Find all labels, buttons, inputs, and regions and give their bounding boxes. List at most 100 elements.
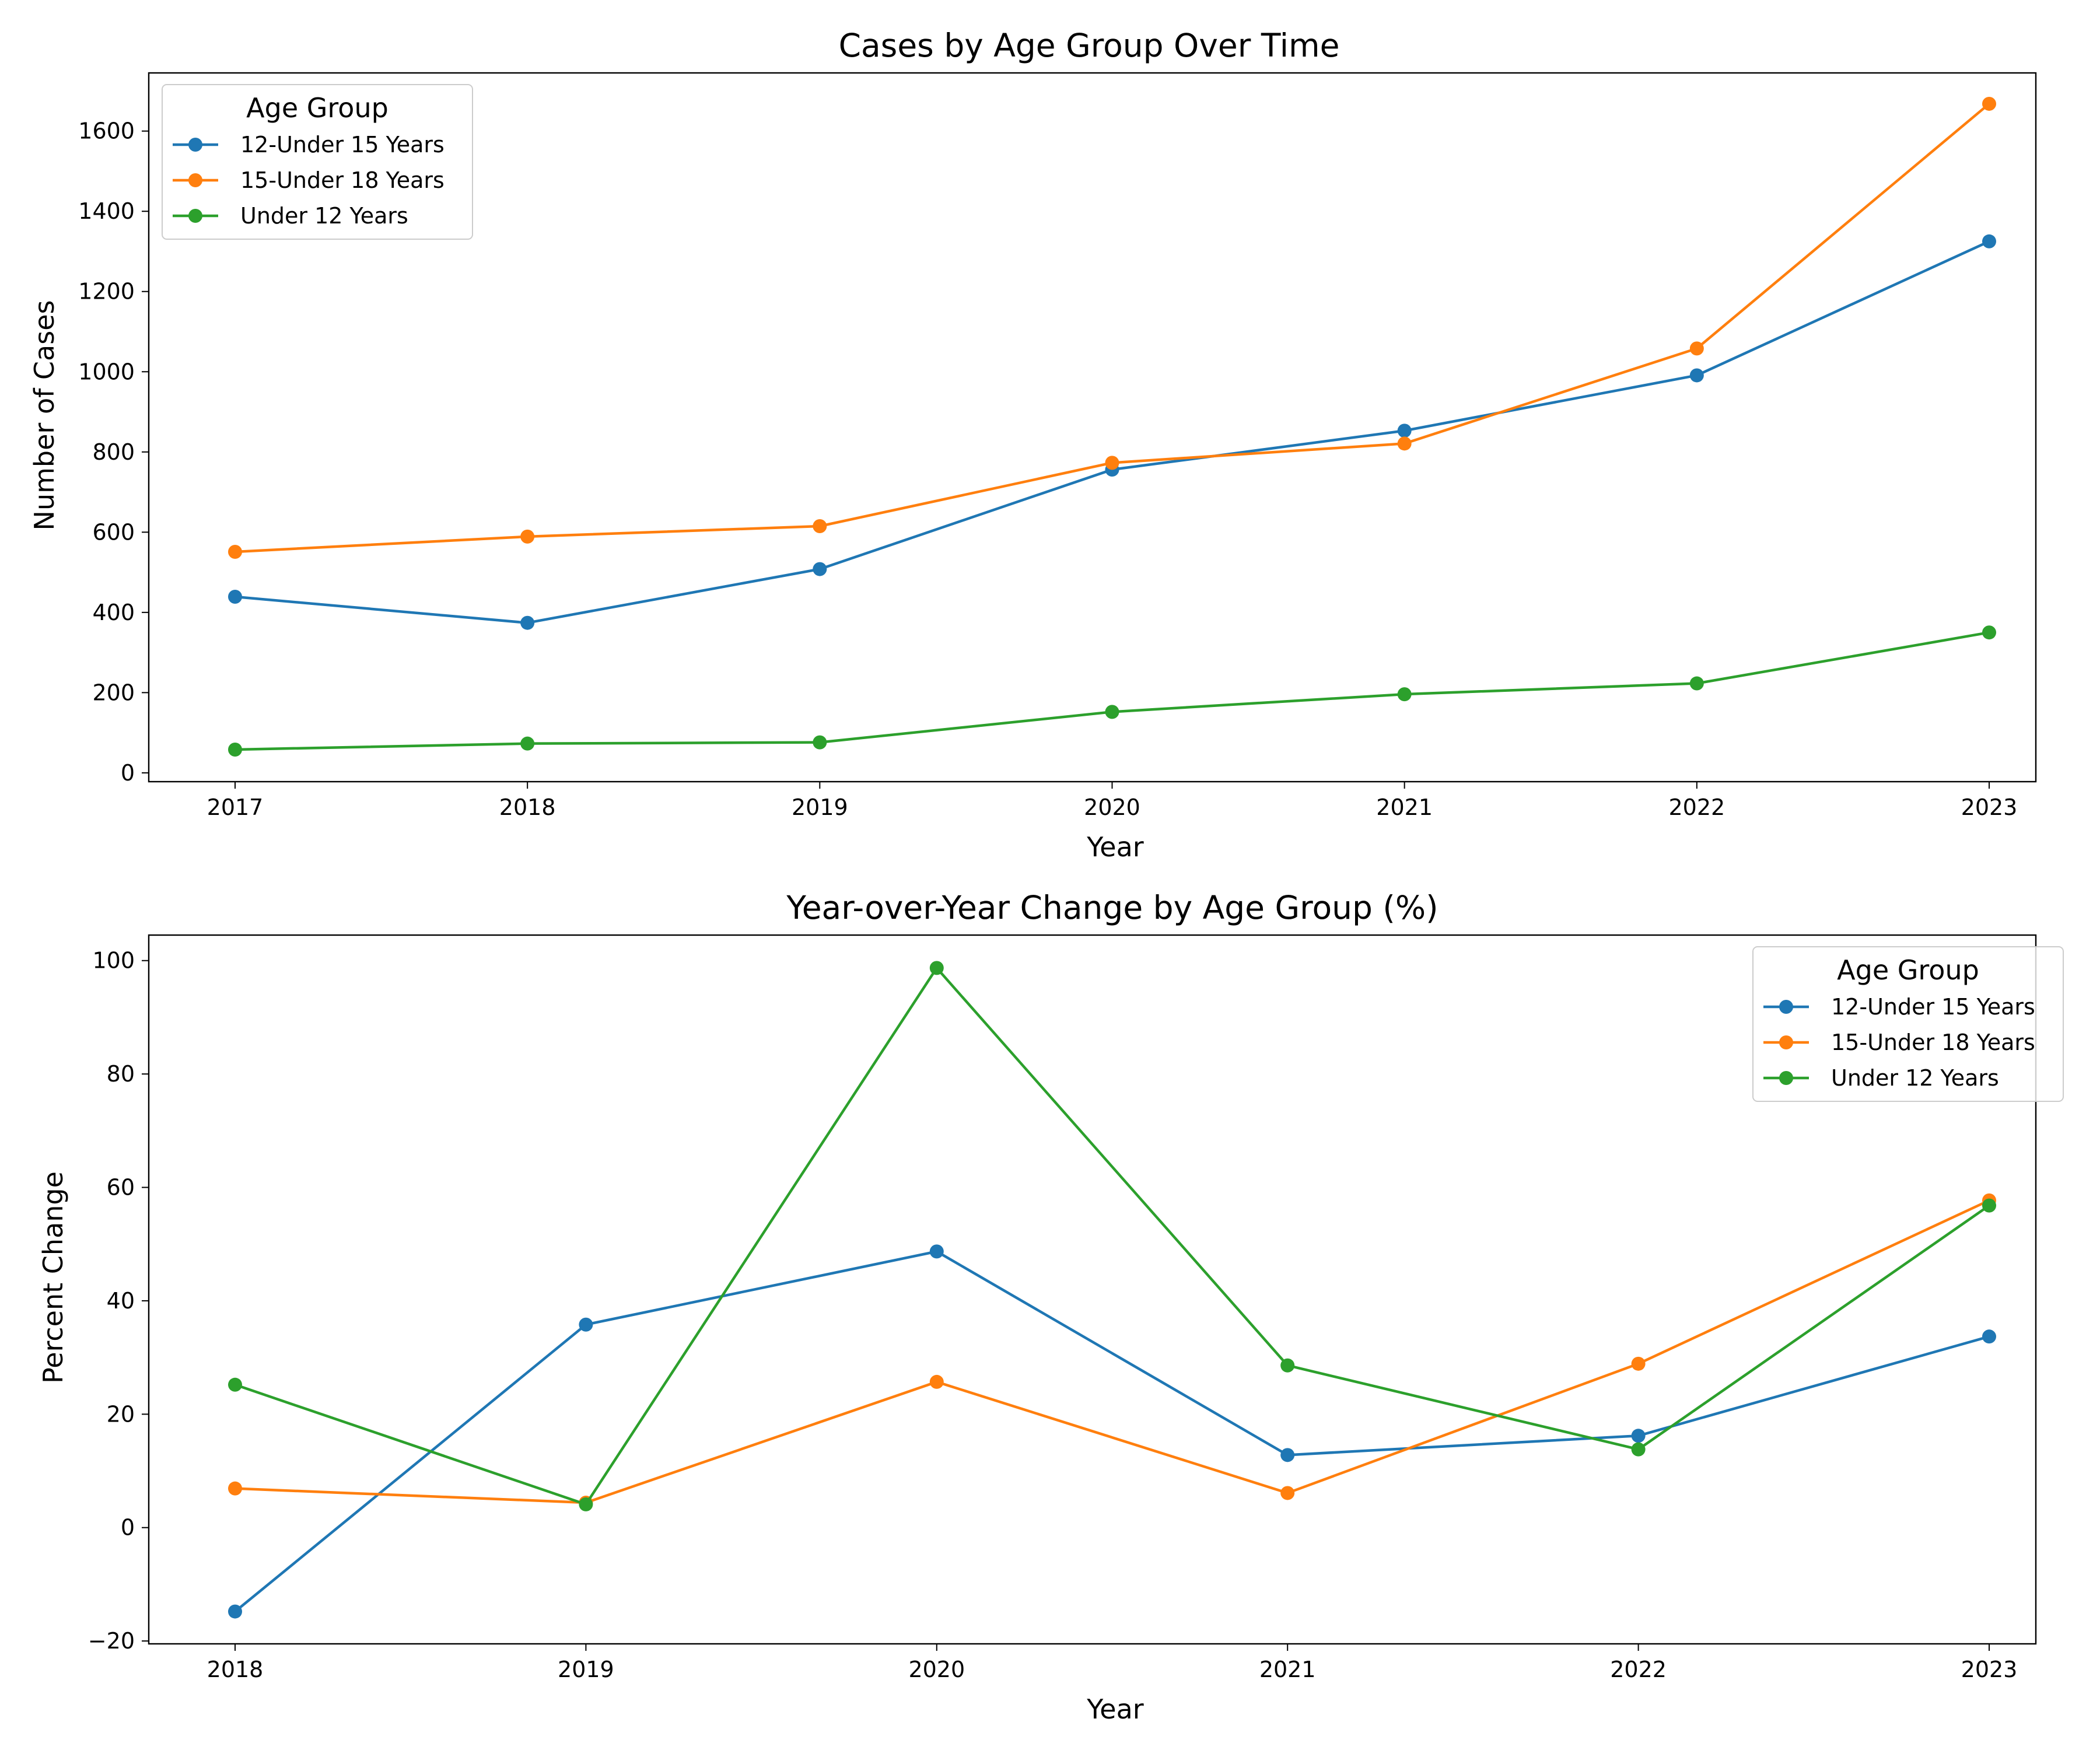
legend: Age Group 12-Under 15 Years 15-Under 18 Ye… — [162, 84, 473, 240]
data-point — [1631, 1429, 1646, 1443]
y-tick-label: 60 — [107, 1175, 135, 1200]
data-point — [813, 519, 827, 533]
x-ticks: 2017 2018 2019 2020 2021 2022 2023 — [207, 782, 2018, 820]
legend-marker — [188, 173, 202, 187]
axes-frame — [148, 72, 2037, 783]
data-point — [1105, 705, 1119, 719]
data-point — [1982, 96, 1996, 111]
data-point — [929, 961, 944, 975]
x-tick-label: 2021 — [1376, 794, 1433, 820]
data-point — [1689, 676, 1704, 691]
data-point — [929, 1374, 944, 1389]
legend-title: Age Group — [246, 92, 388, 124]
legend-marker — [1779, 1000, 1793, 1014]
data-point — [579, 1497, 593, 1511]
data-point — [228, 1377, 242, 1392]
data-point — [1280, 1358, 1295, 1373]
legend-box — [1752, 946, 2064, 1102]
y-tick-label: 20 — [107, 1401, 135, 1427]
y-tick-label: 200 — [92, 680, 135, 705]
data-point — [520, 529, 535, 544]
legend-label: 15-Under 18 Years — [1831, 1030, 2035, 1055]
x-tick-label: 2020 — [908, 1657, 965, 1682]
y-tick-label: −20 — [88, 1628, 135, 1654]
data-point — [228, 590, 242, 604]
data-point — [1982, 625, 1996, 640]
data-point — [1280, 1448, 1295, 1462]
series-line — [235, 240, 1990, 624]
y-axis-label: Percent Change — [37, 1171, 69, 1384]
x-tick-label: 2023 — [1961, 1657, 2018, 1682]
x-tick-label: 2017 — [207, 794, 264, 820]
series-line — [235, 631, 1990, 751]
legend: Age Group 12-Under 15 Years 15-Under 18 Ye… — [1752, 946, 2064, 1102]
y-tick-label: 40 — [107, 1288, 135, 1314]
y-tick-label: 0 — [121, 760, 135, 786]
data-point — [228, 545, 242, 559]
data-point — [1982, 234, 1996, 249]
data-point — [1397, 687, 1412, 702]
x-tick-label: 2023 — [1961, 794, 2018, 820]
y-tick-label: 1000 — [78, 359, 135, 384]
series-line — [234, 1250, 1990, 1613]
data-point — [1689, 341, 1704, 356]
data-point — [520, 736, 535, 751]
legend-marker — [188, 138, 202, 152]
chart-cases-by-age-group: Cases by Age Group Over Time Year Number… — [29, 27, 2037, 863]
legend-label: Under 12 Years — [1831, 1065, 1999, 1091]
x-tick-label: 2018 — [499, 794, 556, 820]
y-tick-label: 100 — [92, 948, 135, 974]
x-tick-label: 2022 — [1610, 1657, 1667, 1682]
legend-marker — [188, 209, 202, 223]
y-tick-label: 400 — [92, 600, 135, 625]
data-point — [813, 735, 827, 750]
y-tick-label: 800 — [92, 439, 135, 465]
y-tick-label: 0 — [121, 1515, 135, 1541]
y-tick-label: 1400 — [78, 198, 135, 224]
x-axis-label: Year — [1086, 1693, 1143, 1725]
legend-box — [162, 84, 473, 240]
data-point — [1982, 1198, 1996, 1213]
data-point — [1689, 368, 1704, 383]
x-tick-label: 2022 — [1668, 794, 1725, 820]
y-ticks: −20 0 20 40 60 80 100 — [88, 948, 149, 1654]
data-point — [813, 562, 827, 576]
data-point — [579, 1317, 593, 1332]
series-line — [235, 967, 1990, 1506]
legend-label: 15-Under 18 Years — [240, 167, 444, 193]
y-tick-label: 600 — [92, 519, 135, 545]
legend-marker — [1779, 1035, 1793, 1049]
y-axis-label: Number of Cases — [29, 300, 60, 531]
x-ticks: 2018 2019 2020 2021 2022 2023 — [207, 1644, 2018, 1682]
data-point — [1105, 456, 1119, 470]
data-point — [520, 615, 535, 630]
plot-area — [228, 96, 1996, 757]
data-point — [1397, 436, 1412, 451]
chart-title: Year-over-Year Change by Age Group (%) — [786, 889, 1438, 926]
data-point — [228, 1481, 242, 1496]
y-tick-label: 1200 — [78, 279, 135, 304]
x-axis-label: Year — [1086, 831, 1143, 863]
legend-label: 12-Under 15 Years — [1831, 994, 2035, 1020]
chart-title: Cases by Age Group Over Time — [839, 27, 1340, 64]
x-tick-label: 2021 — [1259, 1657, 1316, 1682]
series-line — [235, 103, 1990, 554]
chart-yoy-change: Year-over-Year Change by Age Group (%) Y… — [37, 889, 2064, 1725]
data-point — [228, 742, 242, 757]
legend-label: 12-Under 15 Years — [240, 132, 444, 158]
x-tick-label: 2020 — [1084, 794, 1140, 820]
axes-frame — [148, 934, 2037, 1645]
data-point — [929, 1244, 944, 1259]
data-point — [1631, 1356, 1646, 1371]
y-ticks: 0 200 400 600 800 1000 1200 1400 1600 — [78, 118, 149, 786]
series-line — [235, 1199, 1990, 1504]
data-point — [1280, 1486, 1295, 1500]
legend-marker — [1779, 1071, 1793, 1085]
plot-area — [228, 961, 1996, 1619]
data-point — [1631, 1442, 1646, 1457]
legend-label: Under 12 Years — [240, 203, 408, 229]
y-tick-label: 1600 — [78, 118, 135, 144]
x-tick-label: 2019 — [558, 1657, 614, 1682]
data-point — [1982, 1329, 1996, 1344]
